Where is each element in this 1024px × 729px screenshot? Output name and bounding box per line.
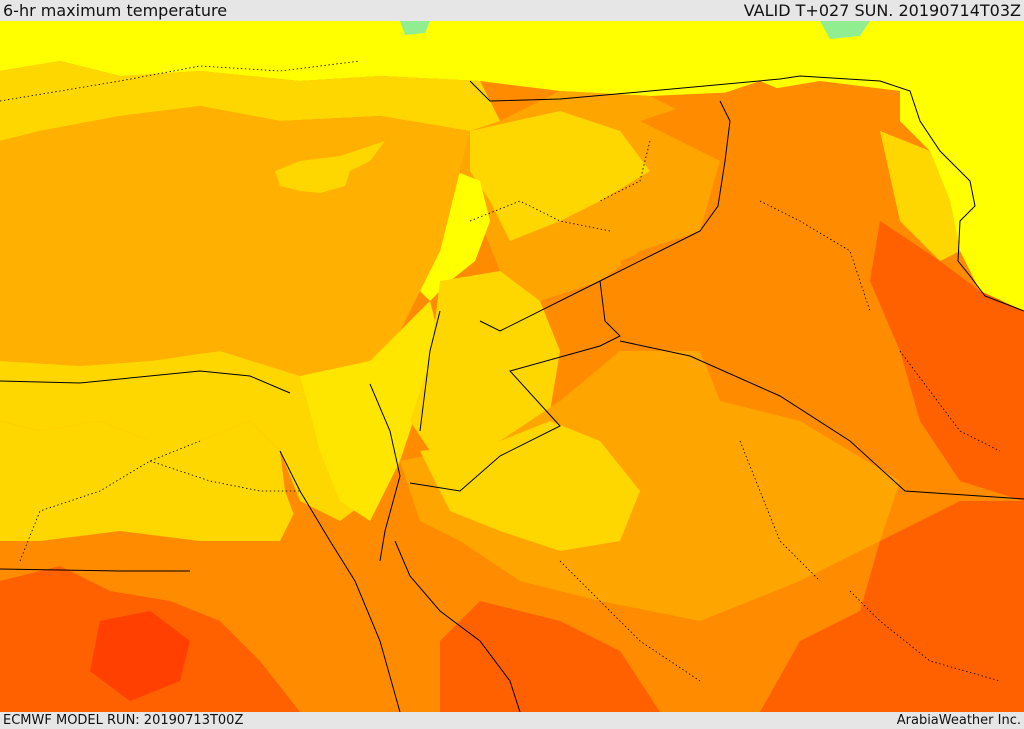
north-gold-band	[0, 61, 500, 141]
north-green-patch	[400, 21, 430, 35]
valid-time-label: VALID T+027 SUN. 20190714T03Z	[743, 1, 1021, 20]
levant-yellow	[420, 171, 490, 301]
internal-boundaries	[0, 60, 1001, 682]
egypt-gold-west	[0, 421, 300, 541]
east-gold-band	[880, 131, 960, 261]
temperature-map[interactable]	[0, 21, 1024, 712]
map-title: 6-hr maximum temperature	[3, 1, 228, 20]
map-footer: ECMWF MODEL RUN: 20190713T00Z ArabiaWeat…	[0, 712, 1024, 729]
saudi-orange	[400, 351, 900, 621]
model-run-label: ECMWF MODEL RUN: 20190713T00Z	[3, 713, 244, 728]
national-borders	[0, 75, 1024, 712]
map-header: 6-hr maximum temperature VALID T+027 SUN…	[0, 0, 1024, 21]
credit-label: ArabiaWeather Inc.	[896, 713, 1021, 728]
mediterranean-sea	[0, 106, 470, 376]
south-central-red	[440, 601, 660, 712]
north-yellow-band	[0, 21, 1024, 131]
sinai-yellow	[300, 301, 440, 521]
crete-island	[40, 113, 62, 127]
east-yellow-band	[900, 91, 1024, 311]
iraq-red-orange	[870, 221, 1024, 501]
southeast-red	[760, 501, 1024, 712]
syria-gold	[470, 111, 650, 241]
cyprus	[275, 141, 385, 193]
northeast-green-patch	[820, 21, 870, 39]
jordan-gold	[410, 271, 560, 451]
southwest-deep-red	[90, 611, 190, 701]
saudi-gold	[420, 421, 640, 551]
